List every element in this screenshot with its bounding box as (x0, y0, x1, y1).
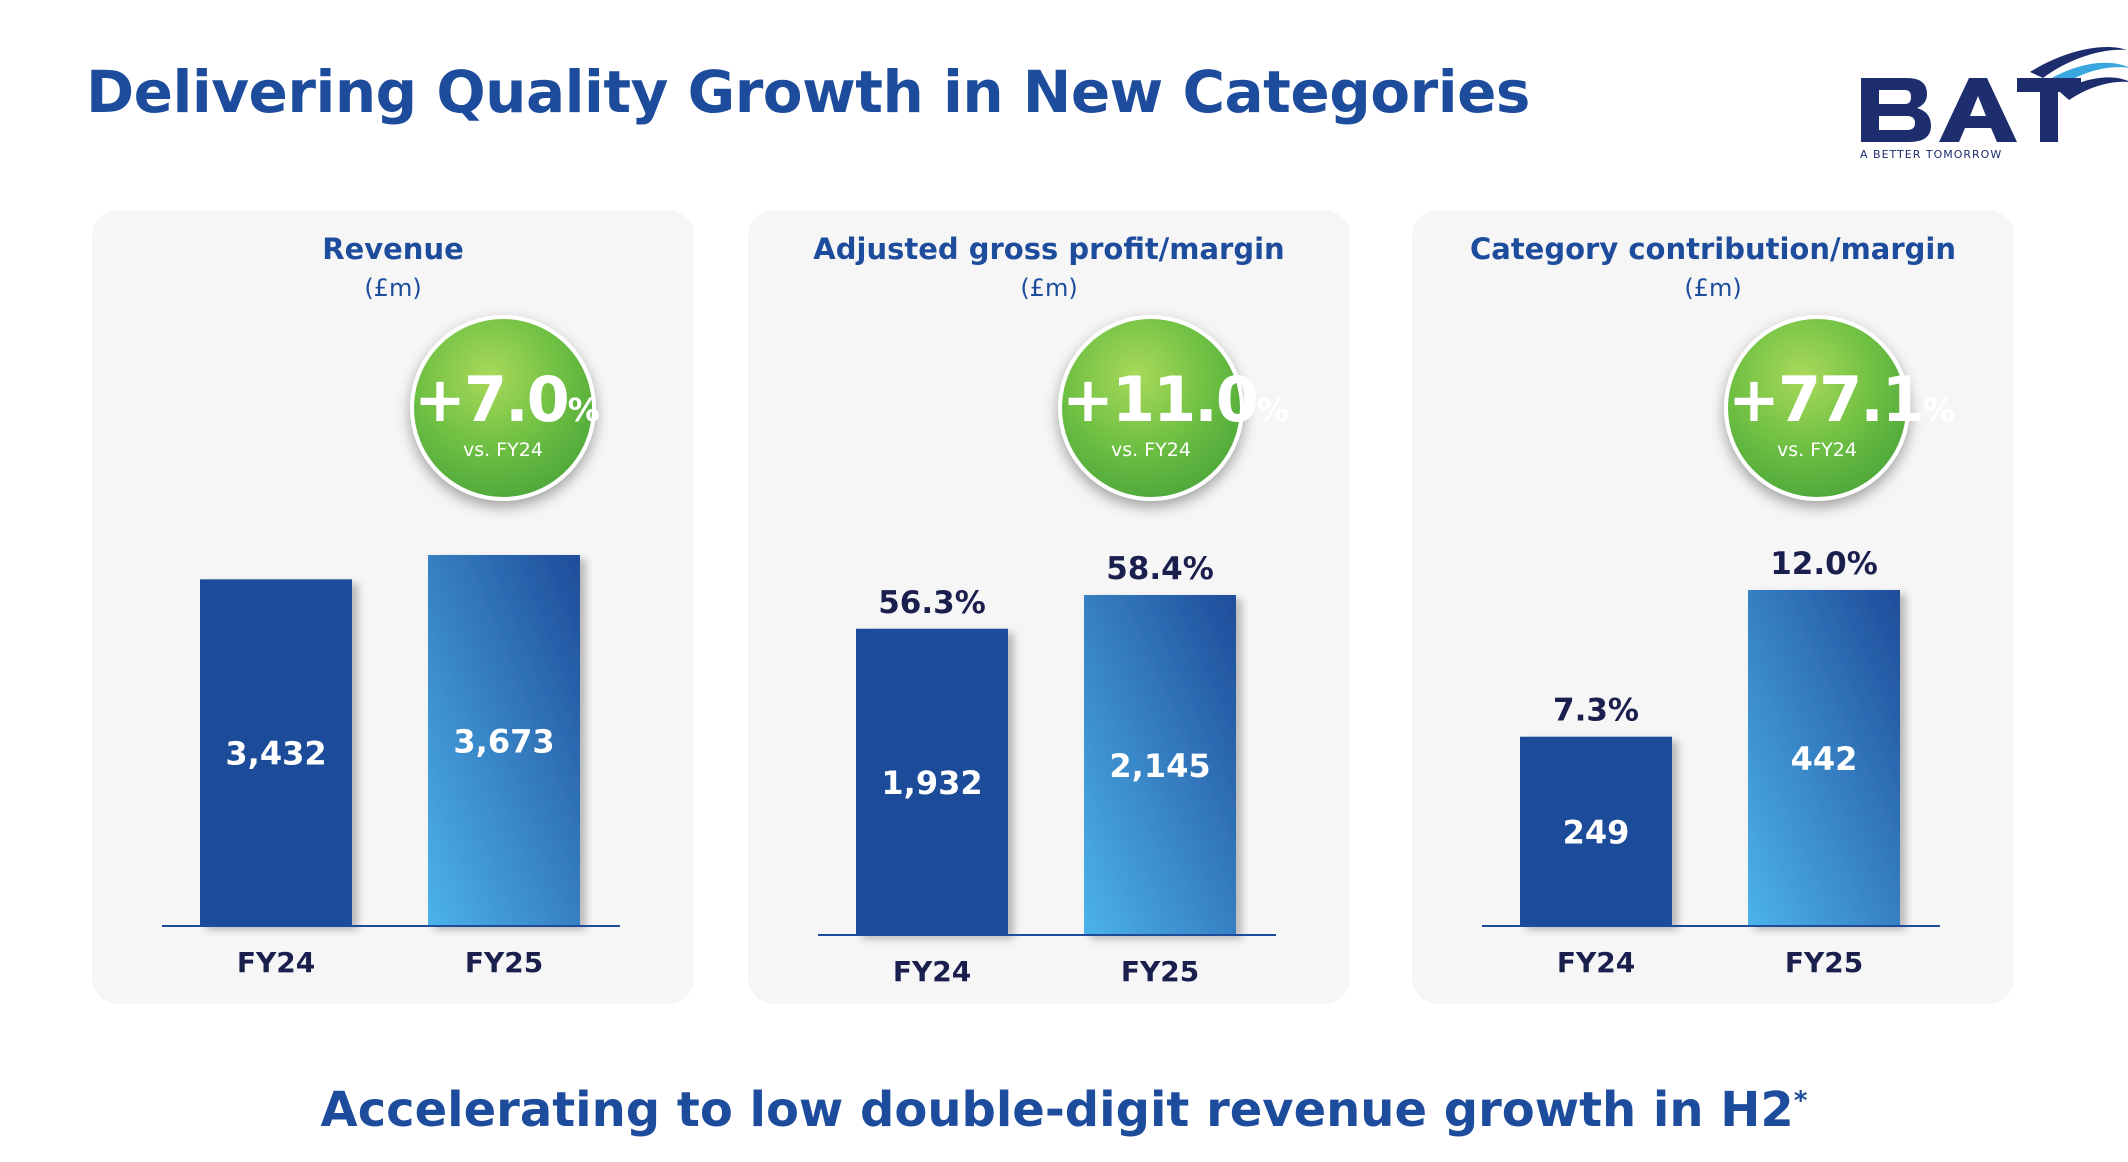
panel-unit: (£m) (1020, 274, 1078, 302)
margin-label: 7.3% (1553, 693, 1639, 729)
revenue-chart: 3,432 FY24 3,673 FY25 (162, 555, 620, 979)
bar-fy24 (1520, 736, 1672, 926)
bar-value-label: 3,673 (453, 723, 554, 761)
category-label: FY24 (237, 946, 315, 979)
bar-value-label: 1,932 (881, 764, 982, 802)
growth-value: +77.1% (1728, 363, 1955, 436)
growth-value: +7.0% (414, 363, 600, 436)
growth-badge: +77.1% vs. FY24 (1724, 315, 1955, 501)
bar-fy25 (428, 555, 580, 926)
category-contribution-panel: Category contribution/margin (£m) +77.1%… (1412, 210, 2014, 1004)
panel-title: Revenue (322, 232, 464, 266)
growth-badge: +7.0% vs. FY24 (410, 315, 600, 501)
category-label: FY25 (1121, 955, 1199, 988)
logo-tagline: A BETTER TOMORROW (1860, 148, 2003, 161)
growth-value: +11.0% (1062, 363, 1289, 436)
category-contribution-chart: 249 7.3% FY24 442 12.0% FY25 (1482, 546, 1940, 979)
panel-title: Adjusted gross profit/margin (813, 232, 1285, 266)
margin-label: 56.3% (878, 585, 986, 621)
page-title: Delivering Quality Growth in New Categor… (86, 58, 1530, 126)
margin-label: 58.4% (1106, 551, 1214, 587)
growth-subtitle: vs. FY24 (1777, 439, 1857, 461)
bar-value-label: 3,432 (225, 735, 326, 773)
bar-value-label: 442 (1791, 740, 1858, 778)
bar-value-label: 249 (1563, 813, 1630, 851)
growth-subtitle: vs. FY24 (463, 439, 543, 461)
growth-badge: +11.0% vs. FY24 (1058, 315, 1289, 501)
growth-subtitle: vs. FY24 (1111, 439, 1191, 461)
bar-fy24 (856, 628, 1008, 935)
panel-unit: (£m) (1684, 274, 1742, 302)
bat-logo-mark (1861, 46, 2128, 142)
bat-logo: A BETTER TOMORROW (1855, 30, 2128, 161)
bar-value-label: 2,145 (1109, 747, 1210, 785)
panel-title: Category contribution/margin (1469, 232, 1957, 266)
margin-label: 12.0% (1770, 546, 1878, 582)
bar-fy25 (1084, 595, 1236, 935)
gross-profit-chart: 1,932 56.3% FY24 2,145 58.4% FY25 (818, 551, 1276, 988)
revenue-panel: Revenue (£m) +7.0% vs. FY24 3,432 FY24 3,6… (92, 210, 694, 1004)
category-label: FY24 (893, 955, 971, 988)
category-label: FY25 (1785, 946, 1863, 979)
bar-fy25 (1748, 590, 1900, 926)
footer-tagline: Accelerating to low double-digit revenue… (320, 1082, 1808, 1138)
bar-fy24 (200, 579, 352, 926)
category-label: FY25 (465, 946, 543, 979)
gross-profit-panel: Adjusted gross profit/margin (£m) +11.0%… (748, 210, 1350, 1004)
panel-unit: (£m) (364, 274, 422, 302)
category-label: FY24 (1557, 946, 1635, 979)
